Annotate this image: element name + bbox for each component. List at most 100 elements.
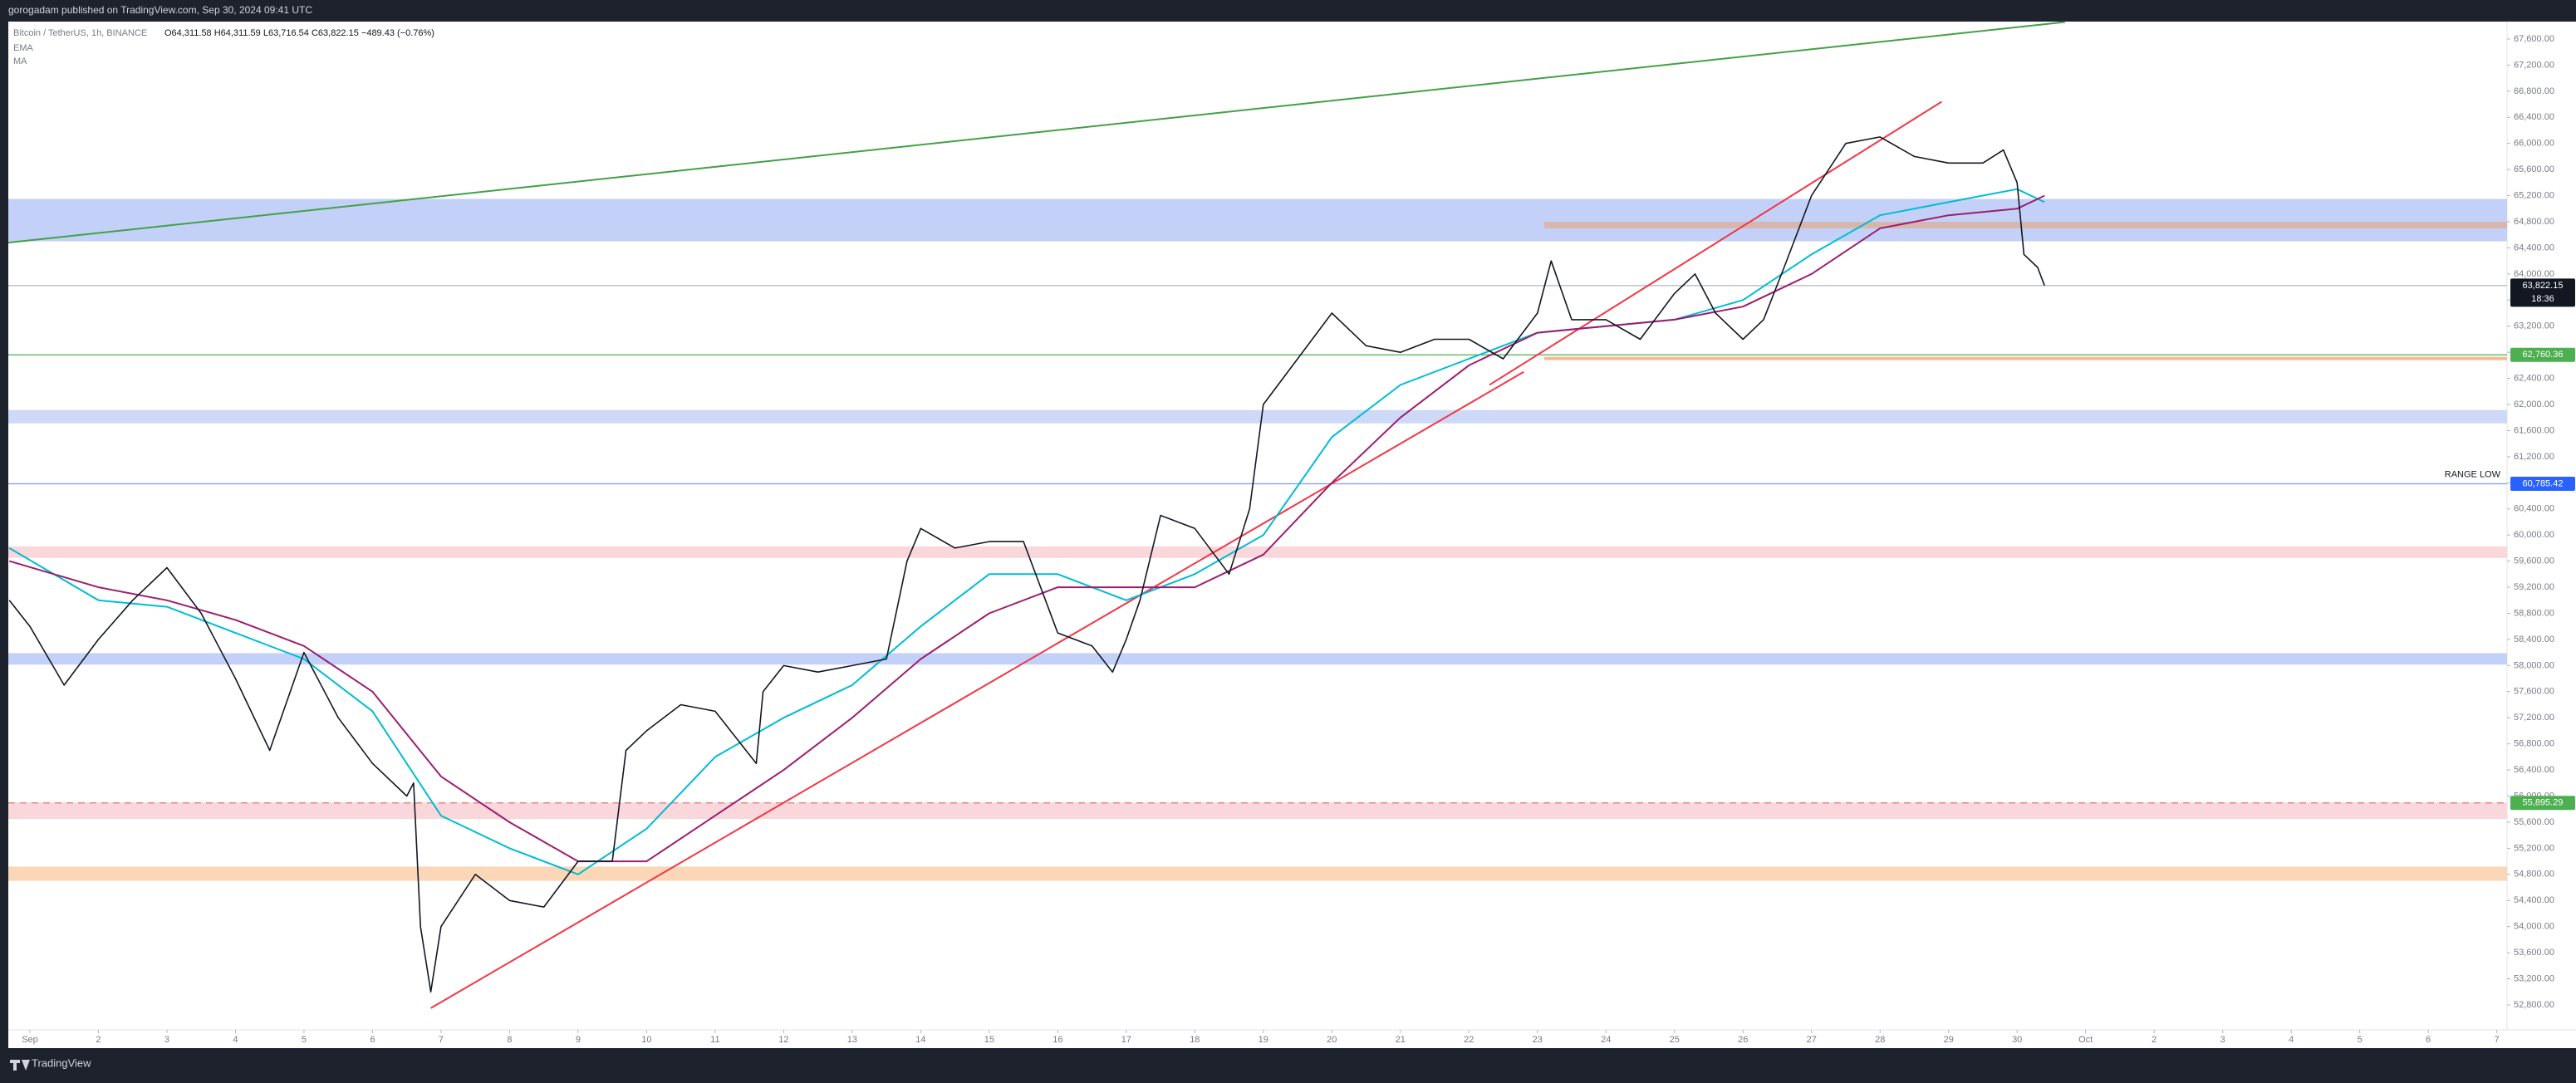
x-tick-label: 7 — [2495, 1035, 2500, 1045]
x-tick-label: 22 — [1464, 1035, 1474, 1045]
price-line — [8, 136, 2045, 993]
zone — [8, 653, 2507, 665]
x-tick-label: 10 — [641, 1035, 651, 1045]
y-tick-label: 64,000.00 — [2514, 269, 2554, 279]
x-tick-label: 8 — [507, 1035, 512, 1045]
price-tag-label: 62,760.36 — [2523, 350, 2564, 360]
y-tick-label: 58,400.00 — [2514, 635, 2554, 644]
plot-background — [8, 22, 2576, 1048]
ma-line — [8, 194, 2045, 863]
brand-logo — [10, 1060, 30, 1071]
x-tick-label: 6 — [370, 1035, 375, 1045]
x-tick-label: 4 — [233, 1035, 238, 1045]
y-tick-label: 58,800.00 — [2514, 608, 2554, 618]
price-tag — [2510, 347, 2575, 362]
zone — [1544, 222, 2507, 228]
x-tick-label: 28 — [1875, 1035, 1885, 1045]
price-tag-time: 18:36 — [2531, 294, 2554, 304]
x-tick-label: 21 — [1396, 1035, 1406, 1045]
y-tick-label: 64,400.00 — [2514, 243, 2554, 252]
x-tick-label: 24 — [1601, 1035, 1611, 1045]
legend-symbol: Bitcoin / TetherUS, 1h, BINANCE — [13, 28, 147, 38]
x-tick-label: 25 — [1670, 1035, 1680, 1045]
trendline — [1489, 100, 1942, 386]
zone — [1544, 356, 2507, 360]
price-tag — [2510, 796, 2575, 811]
y-tick-label: 53,600.00 — [2514, 948, 2554, 958]
trendline — [430, 370, 1524, 1009]
x-tick-label: 16 — [1052, 1035, 1062, 1045]
y-tick-label: 55,600.00 — [2514, 817, 2554, 827]
x-tick-label: 3 — [164, 1035, 169, 1045]
legend-ohlc: O64,311.58 H64,311.59 L63,716.54 C63,822… — [164, 28, 434, 38]
y-tick-label: 56,800.00 — [2514, 739, 2554, 749]
y-tick-label: 66,400.00 — [2514, 112, 2554, 122]
y-tick-label: 62,000.00 — [2514, 399, 2554, 409]
y-tick-label: 60,000.00 — [2514, 530, 2554, 540]
plot: RANGE LOW — [7, 21, 2507, 1009]
zone — [8, 409, 2507, 424]
x-tick-label: 5 — [302, 1035, 307, 1045]
zone — [8, 198, 2507, 242]
x-tick-label: 18 — [1190, 1035, 1200, 1045]
y-tick-label: 66,800.00 — [2514, 86, 2554, 96]
y-tick-label: 63,200.00 — [2514, 321, 2554, 331]
price-tag — [2510, 278, 2575, 307]
x-tick-label: 6 — [2426, 1035, 2431, 1045]
legend-ma: MA — [13, 56, 27, 66]
x-tick-label: 19 — [1259, 1035, 1268, 1045]
x-tick-label: 4 — [2289, 1035, 2294, 1045]
x-tick-label: 9 — [576, 1035, 581, 1045]
y-tick-label: 59,200.00 — [2514, 582, 2554, 592]
y-tick-label: 65,200.00 — [2514, 190, 2554, 200]
x-tick-label: 30 — [2012, 1035, 2022, 1045]
x-tick-label: 3 — [2220, 1035, 2225, 1045]
y-tick-label: 59,600.00 — [2514, 556, 2554, 566]
x-tick-label: 11 — [710, 1035, 719, 1045]
y-tick-label: 58,000.00 — [2514, 660, 2554, 670]
level-note: RANGE LOW — [2445, 469, 2501, 479]
x-tick-label: 5 — [2358, 1035, 2363, 1045]
y-tick-label: 67,200.00 — [2514, 60, 2554, 70]
x-tick-label: 20 — [1327, 1035, 1337, 1045]
y-tick-label: 53,200.00 — [2514, 973, 2554, 983]
y-tick-label: 60,400.00 — [2514, 504, 2554, 514]
ema-line — [8, 188, 2045, 875]
y-tick-label: 57,200.00 — [2514, 713, 2554, 723]
price-tag-label: 55,895.29 — [2523, 798, 2564, 808]
y-tick-label: 54,400.00 — [2514, 895, 2554, 905]
y-tick-label: 64,800.00 — [2514, 217, 2554, 227]
x-tick-label: Oct — [2078, 1035, 2093, 1045]
y-tick-label: 55,200.00 — [2514, 843, 2554, 853]
brand: TradingView — [32, 1056, 91, 1069]
x-tick-label: 7 — [439, 1035, 444, 1045]
x-tick-label: Sep — [22, 1035, 38, 1045]
y-tick-label: 65,600.00 — [2514, 164, 2554, 174]
x-tick-label: 14 — [915, 1035, 925, 1045]
y-tick-label: 66,000.00 — [2514, 139, 2554, 149]
price-tag — [2510, 476, 2575, 491]
y-tick-label: 61,200.00 — [2514, 452, 2554, 462]
x-tick-label: 26 — [1738, 1035, 1748, 1045]
trendline — [7, 21, 2066, 244]
header: gorogadam published on TradingView.com, … — [8, 4, 312, 16]
zone — [8, 866, 2507, 881]
y-tick-label: 57,600.00 — [2514, 687, 2554, 697]
price-tag-label: 63,822.15 — [2523, 281, 2564, 291]
y-tick-label: 54,800.00 — [2514, 870, 2554, 880]
x-tick-label: 2 — [96, 1035, 101, 1045]
zone — [8, 546, 2507, 558]
y-tick-label: 67,600.00 — [2514, 34, 2554, 44]
x-tick-label: 13 — [847, 1035, 857, 1045]
x-tick-label: 17 — [1121, 1035, 1131, 1045]
x-tick-label: 29 — [1944, 1035, 1954, 1045]
x-tick-label: 2 — [2152, 1035, 2156, 1045]
y-tick-label: 61,600.00 — [2514, 425, 2554, 435]
y-tick-label: 52,800.00 — [2514, 1000, 2554, 1010]
y-tick-label: 62,400.00 — [2514, 374, 2554, 384]
y-tick-label: 54,000.00 — [2514, 922, 2554, 932]
x-tick-label: 27 — [1807, 1035, 1817, 1045]
price-tag-label: 60,785.42 — [2523, 478, 2564, 488]
